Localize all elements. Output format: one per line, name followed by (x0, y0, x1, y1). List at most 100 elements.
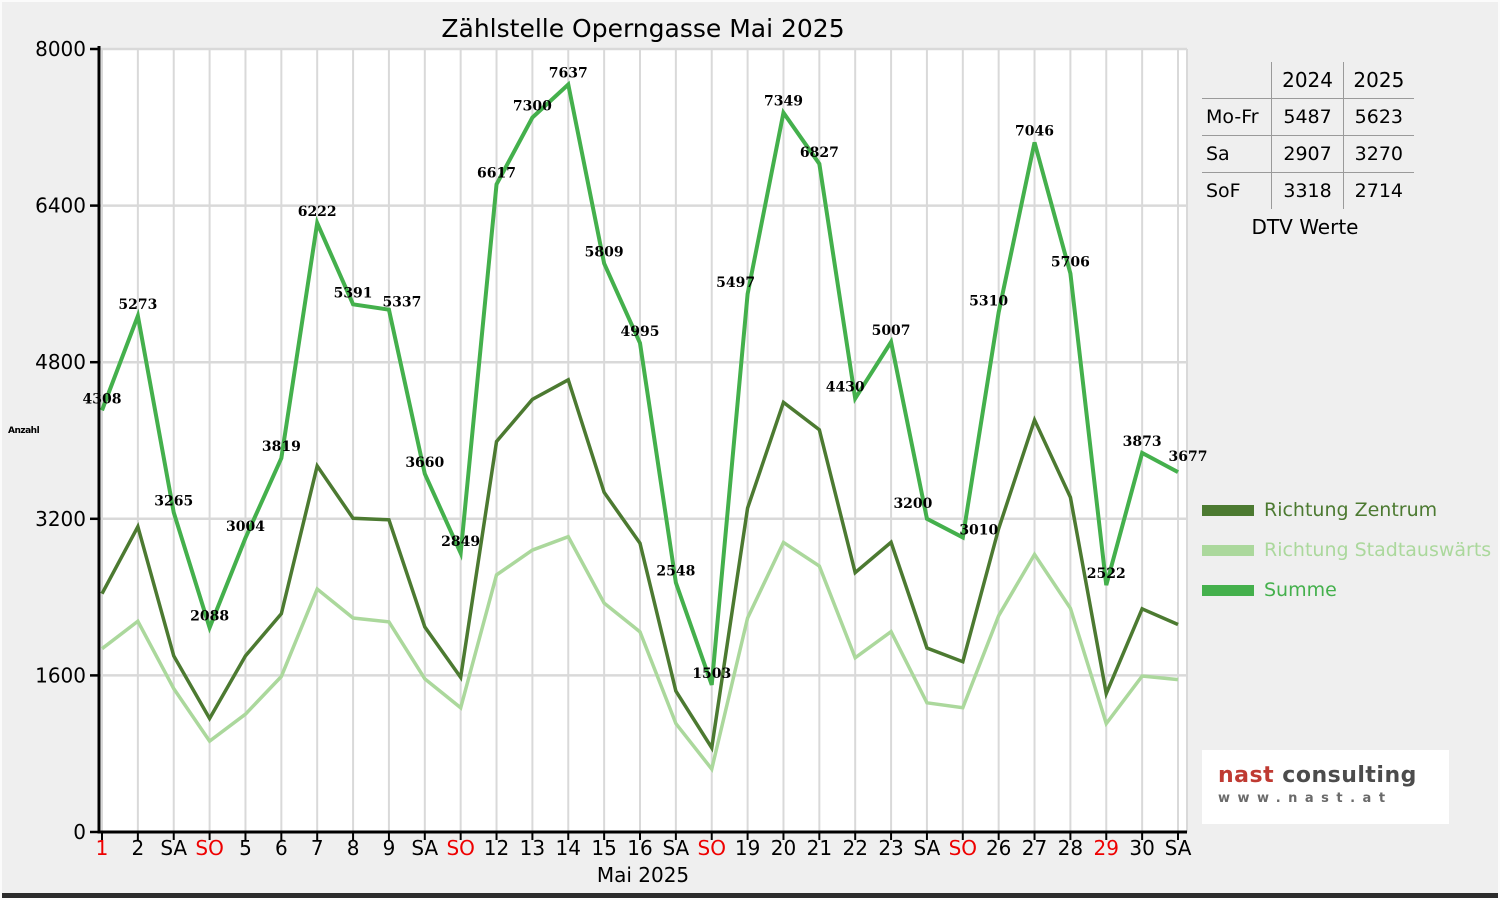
svg-text:1600: 1600 (35, 663, 86, 687)
svg-text:29: 29 (1094, 836, 1119, 860)
svg-text:5337: 5337 (382, 295, 421, 311)
svg-text:5809: 5809 (585, 244, 624, 260)
svg-text:4308: 4308 (83, 391, 122, 407)
legend-item-summe: Summe (1202, 570, 1491, 610)
svg-text:SA: SA (662, 836, 689, 860)
svg-text:26: 26 (986, 836, 1011, 860)
svg-text:20: 20 (771, 836, 796, 860)
svg-text:14: 14 (556, 836, 581, 860)
svg-text:5391: 5391 (334, 285, 373, 301)
logo-url: www.nast.at (1218, 791, 1393, 806)
svg-text:SO: SO (446, 836, 474, 860)
svg-text:5706: 5706 (1051, 255, 1090, 271)
svg-text:2522: 2522 (1087, 566, 1126, 582)
table-header-empty (1202, 62, 1272, 99)
svg-text:SA: SA (160, 836, 187, 860)
svg-text:12: 12 (484, 836, 509, 860)
svg-text:15: 15 (591, 836, 616, 860)
legend-item-stadtauswaerts: Richtung Stadtauswärts (1202, 530, 1491, 570)
svg-text:3010: 3010 (959, 522, 998, 538)
svg-text:4995: 4995 (621, 324, 660, 340)
legend-label: Richtung Stadtauswärts (1264, 539, 1492, 561)
svg-text:27: 27 (1022, 836, 1047, 860)
legend: Richtung Zentrum Richtung Stadtauswärts … (1202, 490, 1491, 610)
svg-text:5007: 5007 (872, 323, 911, 339)
svg-text:19: 19 (735, 836, 760, 860)
x-axis-title: Mai 2025 (596, 863, 690, 887)
svg-text:3819: 3819 (262, 439, 301, 455)
svg-text:6827: 6827 (800, 145, 839, 161)
svg-text:1: 1 (96, 836, 109, 860)
svg-text:5310: 5310 (969, 293, 1008, 309)
table-row-sof: SoF 3318 2714 (1202, 172, 1414, 209)
svg-text:4800: 4800 (35, 350, 86, 374)
legend-swatch-zentrum (1202, 504, 1254, 516)
svg-text:5273: 5273 (118, 297, 157, 313)
svg-text:7637: 7637 (549, 66, 588, 82)
table-row-sa: Sa 2907 3270 (1202, 135, 1414, 173)
svg-text:3200: 3200 (893, 496, 932, 512)
legend-label: Summe (1264, 579, 1337, 601)
cell-2025: 2714 (1342, 172, 1414, 209)
svg-text:SO: SO (949, 836, 977, 860)
table-caption: DTV Werte (1251, 215, 1359, 239)
svg-text:2849: 2849 (441, 534, 480, 550)
svg-text:21: 21 (807, 836, 832, 860)
logo-wordmark: nast consulting (1218, 763, 1449, 788)
row-label: Mo-Fr (1202, 98, 1272, 136)
svg-text:7349: 7349 (764, 94, 803, 110)
svg-text:6400: 6400 (35, 194, 86, 218)
svg-text:3677: 3677 (1169, 449, 1208, 465)
logo-brand-secondary: consulting (1282, 763, 1417, 788)
legend-swatch-summe (1202, 584, 1254, 596)
svg-text:2: 2 (131, 836, 144, 860)
svg-text:1503: 1503 (692, 666, 731, 682)
svg-text:30: 30 (1129, 836, 1154, 860)
chart-title: Zählstelle Operngasse Mai 2025 (441, 14, 845, 43)
svg-text:16: 16 (627, 836, 652, 860)
svg-text:23: 23 (878, 836, 903, 860)
nast-consulting-logo: nast consulting www.nast.at (1202, 750, 1449, 824)
svg-text:0: 0 (73, 820, 86, 844)
row-label: SoF (1206, 180, 1241, 202)
svg-text:7046: 7046 (1015, 123, 1054, 139)
svg-text:8: 8 (347, 836, 360, 860)
svg-text:SO: SO (698, 836, 726, 860)
legend-swatch-stadtauswaerts (1202, 544, 1254, 556)
legend-item-zentrum: Richtung Zentrum (1202, 490, 1491, 530)
svg-text:6222: 6222 (298, 204, 337, 220)
svg-text:9: 9 (383, 836, 396, 860)
table-header-2024: 2024 (1271, 62, 1344, 99)
svg-text:8000: 8000 (35, 37, 86, 61)
svg-text:3004: 3004 (226, 519, 265, 535)
table-header-row: 2024 2025 (1202, 62, 1414, 99)
cell-2024: 3318 (1271, 172, 1344, 209)
logo-brand-primary: nast (1218, 763, 1275, 788)
svg-text:5: 5 (239, 836, 252, 860)
svg-text:13: 13 (520, 836, 545, 860)
dtv-table: 2024 2025 Mo-Fr 5487 5623 Sa 2907 3270 S… (1202, 62, 1414, 239)
y-axis-label: Anzahl (8, 426, 40, 436)
cell-2025: 3270 (1342, 135, 1414, 173)
svg-text:5497: 5497 (716, 275, 755, 291)
table-header-2025: 2025 (1342, 62, 1414, 99)
table-row-mofr: Mo-Fr 5487 5623 (1202, 98, 1414, 136)
svg-text:28: 28 (1058, 836, 1083, 860)
svg-text:SA: SA (1165, 836, 1192, 860)
svg-text:4430: 4430 (826, 379, 865, 395)
svg-text:6617: 6617 (477, 165, 516, 181)
svg-text:SO: SO (195, 836, 223, 860)
legend-label: Richtung Zentrum (1264, 499, 1438, 521)
svg-text:SA: SA (914, 836, 941, 860)
row-label: Sa (1202, 135, 1272, 173)
svg-text:6: 6 (275, 836, 288, 860)
svg-text:2088: 2088 (190, 609, 229, 625)
cell-2025: 5623 (1342, 98, 1414, 136)
svg-text:3660: 3660 (405, 455, 444, 471)
svg-text:3873: 3873 (1123, 434, 1162, 450)
svg-text:2548: 2548 (656, 564, 695, 580)
cell-2024: 2907 (1271, 135, 1344, 173)
cell-2024: 5487 (1271, 98, 1344, 136)
